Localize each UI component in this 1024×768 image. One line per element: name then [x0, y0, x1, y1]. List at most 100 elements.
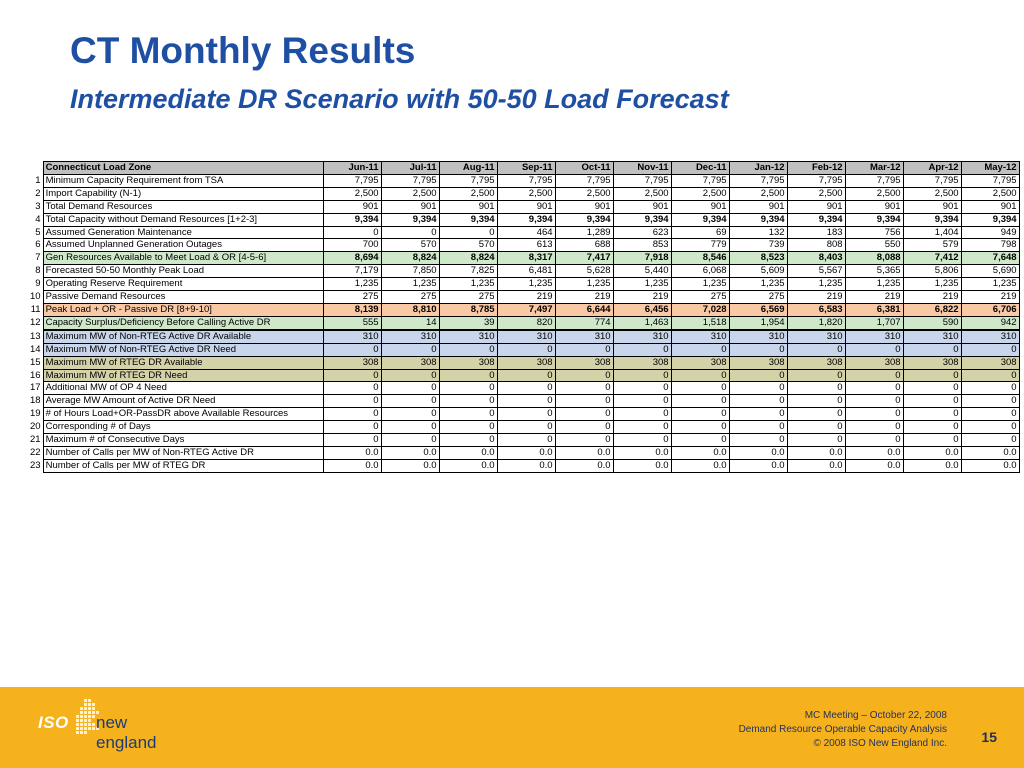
table-cell: 0 — [728, 381, 788, 396]
column-header-month: Dec-11 — [670, 161, 730, 175]
table-cell: 0 — [438, 381, 498, 396]
table-cell: 0 — [786, 342, 846, 357]
table-cell: 0 — [496, 420, 556, 435]
table-cell: 1,235 — [322, 277, 382, 292]
column-header-month: Jun-11 — [322, 161, 382, 175]
table-cell: 0.0 — [322, 445, 382, 460]
table-cell: 901 — [670, 199, 730, 214]
table-cell: 7,795 — [496, 173, 556, 188]
table-cell: 613 — [496, 238, 556, 253]
table-row: 2 Import Capability (N-1) 2,500 2,500 2,500 2… — [28, 186, 1020, 201]
table-cell: 700 — [322, 238, 382, 253]
table-cell: 2,500 — [670, 186, 730, 201]
table-cell: 308 — [438, 355, 498, 370]
table-cell: 5,365 — [844, 264, 904, 279]
row-number: 16 — [30, 369, 41, 381]
table-cell: 308 — [322, 355, 382, 370]
row-number: 15 — [30, 356, 41, 368]
table-cell: 0.0 — [438, 458, 498, 473]
slide-subtitle: Intermediate DR Scenario with 50-50 Load… — [70, 84, 729, 114]
row-label: Total Demand Resources — [42, 199, 324, 214]
table-cell: 0.0 — [496, 445, 556, 460]
table-cell: 0 — [844, 407, 904, 422]
table-cell: 0 — [960, 342, 1020, 357]
table-cell: 0 — [786, 381, 846, 396]
table-cell: 0.0 — [786, 458, 846, 473]
table-cell: 308 — [612, 355, 672, 370]
row-number: 11 — [30, 303, 41, 315]
table-cell: 310 — [438, 328, 498, 344]
table-cell: 9,394 — [786, 212, 846, 227]
table-cell: 1,954 — [728, 315, 788, 331]
row-label: Forecasted 50-50 Monthly Peak Load — [42, 264, 324, 279]
table-cell: 310 — [902, 328, 962, 344]
table-cell: 0 — [902, 381, 962, 396]
table-cell: 901 — [786, 199, 846, 214]
table-cell: 0 — [612, 381, 672, 396]
table-cell: 0.0 — [496, 458, 556, 473]
row-number: 18 — [30, 395, 41, 407]
table-cell: 7,795 — [844, 173, 904, 188]
table-cell: 6,481 — [496, 264, 556, 279]
row-number: 6 — [35, 239, 41, 251]
table-cell: 0.0 — [960, 445, 1020, 460]
table-cell: 2,500 — [322, 186, 382, 201]
row-number: 7 — [35, 252, 41, 264]
table-cell: 0.0 — [322, 458, 382, 473]
column-header-month: Jul-11 — [380, 161, 440, 175]
table-cell: 7,918 — [612, 251, 672, 266]
table-cell: 8,810 — [380, 302, 440, 317]
row-number: 17 — [30, 382, 41, 394]
table-cell: 0 — [322, 420, 382, 435]
table-cell: 0 — [960, 433, 1020, 447]
table-cell: 0 — [960, 368, 1020, 383]
table-row: 22 Number of Calls per MW of Non-RTEG Act… — [28, 445, 1020, 460]
table-row: 4 Total Capacity without Demand Resources… — [28, 212, 1020, 227]
table-cell: 0.0 — [960, 458, 1020, 473]
table-cell: 310 — [670, 328, 730, 344]
table-row: 10 Passive Demand Resources 275 275 275 219 21… — [28, 290, 1020, 304]
table-cell: 0 — [902, 433, 962, 447]
table-cell: 0 — [670, 433, 730, 447]
table-row: 12 Capacity Surplus/Deficiency Before Cal… — [28, 315, 1020, 331]
table-cell: 9,394 — [844, 212, 904, 227]
table-cell: 6,822 — [902, 302, 962, 317]
table-cell: 6,644 — [554, 302, 614, 317]
table-cell: 0 — [554, 368, 614, 383]
row-label: Assumed Generation Maintenance — [42, 225, 324, 240]
table-cell: 0 — [728, 342, 788, 357]
table-cell: 9,394 — [670, 212, 730, 227]
table-cell: 0 — [612, 394, 672, 409]
table-cell: 2,500 — [844, 186, 904, 201]
table-cell: 570 — [380, 238, 440, 253]
table-cell: 8,403 — [786, 251, 846, 266]
table-cell: 310 — [612, 328, 672, 344]
table-cell: 0 — [728, 433, 788, 447]
table-cell: 7,795 — [554, 173, 614, 188]
table-cell: 901 — [612, 199, 672, 214]
table-cell: 0 — [322, 368, 382, 383]
table-cell: 0 — [960, 394, 1020, 409]
table-cell: 308 — [496, 355, 556, 370]
iso-new-england-logo: ISO new england — [38, 699, 188, 752]
row-number-header — [28, 161, 44, 175]
table-cell: 0.0 — [554, 445, 614, 460]
table-row: 8 Forecasted 50-50 Monthly Peak Load 7,179… — [28, 264, 1020, 279]
table-cell: 0.0 — [438, 445, 498, 460]
table-cell: 5,806 — [902, 264, 962, 279]
table-cell: 2,500 — [786, 186, 846, 201]
table-cell: 0 — [438, 420, 498, 435]
table-cell: 5,609 — [728, 264, 788, 279]
table-cell: 901 — [844, 199, 904, 214]
table-cell: 0 — [322, 381, 382, 396]
table-row: 11 Peak Load + OR - Passive DR [8+9-10] 8,… — [28, 302, 1020, 317]
row-label: Assumed Unplanned Generation Outages — [42, 238, 324, 253]
table-cell: 310 — [380, 328, 440, 344]
table-row: 3 Total Demand Resources 901 901 901 901 901 90… — [28, 199, 1020, 214]
table-cell: 570 — [438, 238, 498, 253]
row-number: 20 — [30, 421, 41, 433]
table-cell: 2,500 — [728, 186, 788, 201]
row-label: Maximum MW of RTEG DR Need — [42, 368, 324, 383]
table-cell: 1,289 — [554, 225, 614, 240]
table-cell: 8,317 — [496, 251, 556, 266]
